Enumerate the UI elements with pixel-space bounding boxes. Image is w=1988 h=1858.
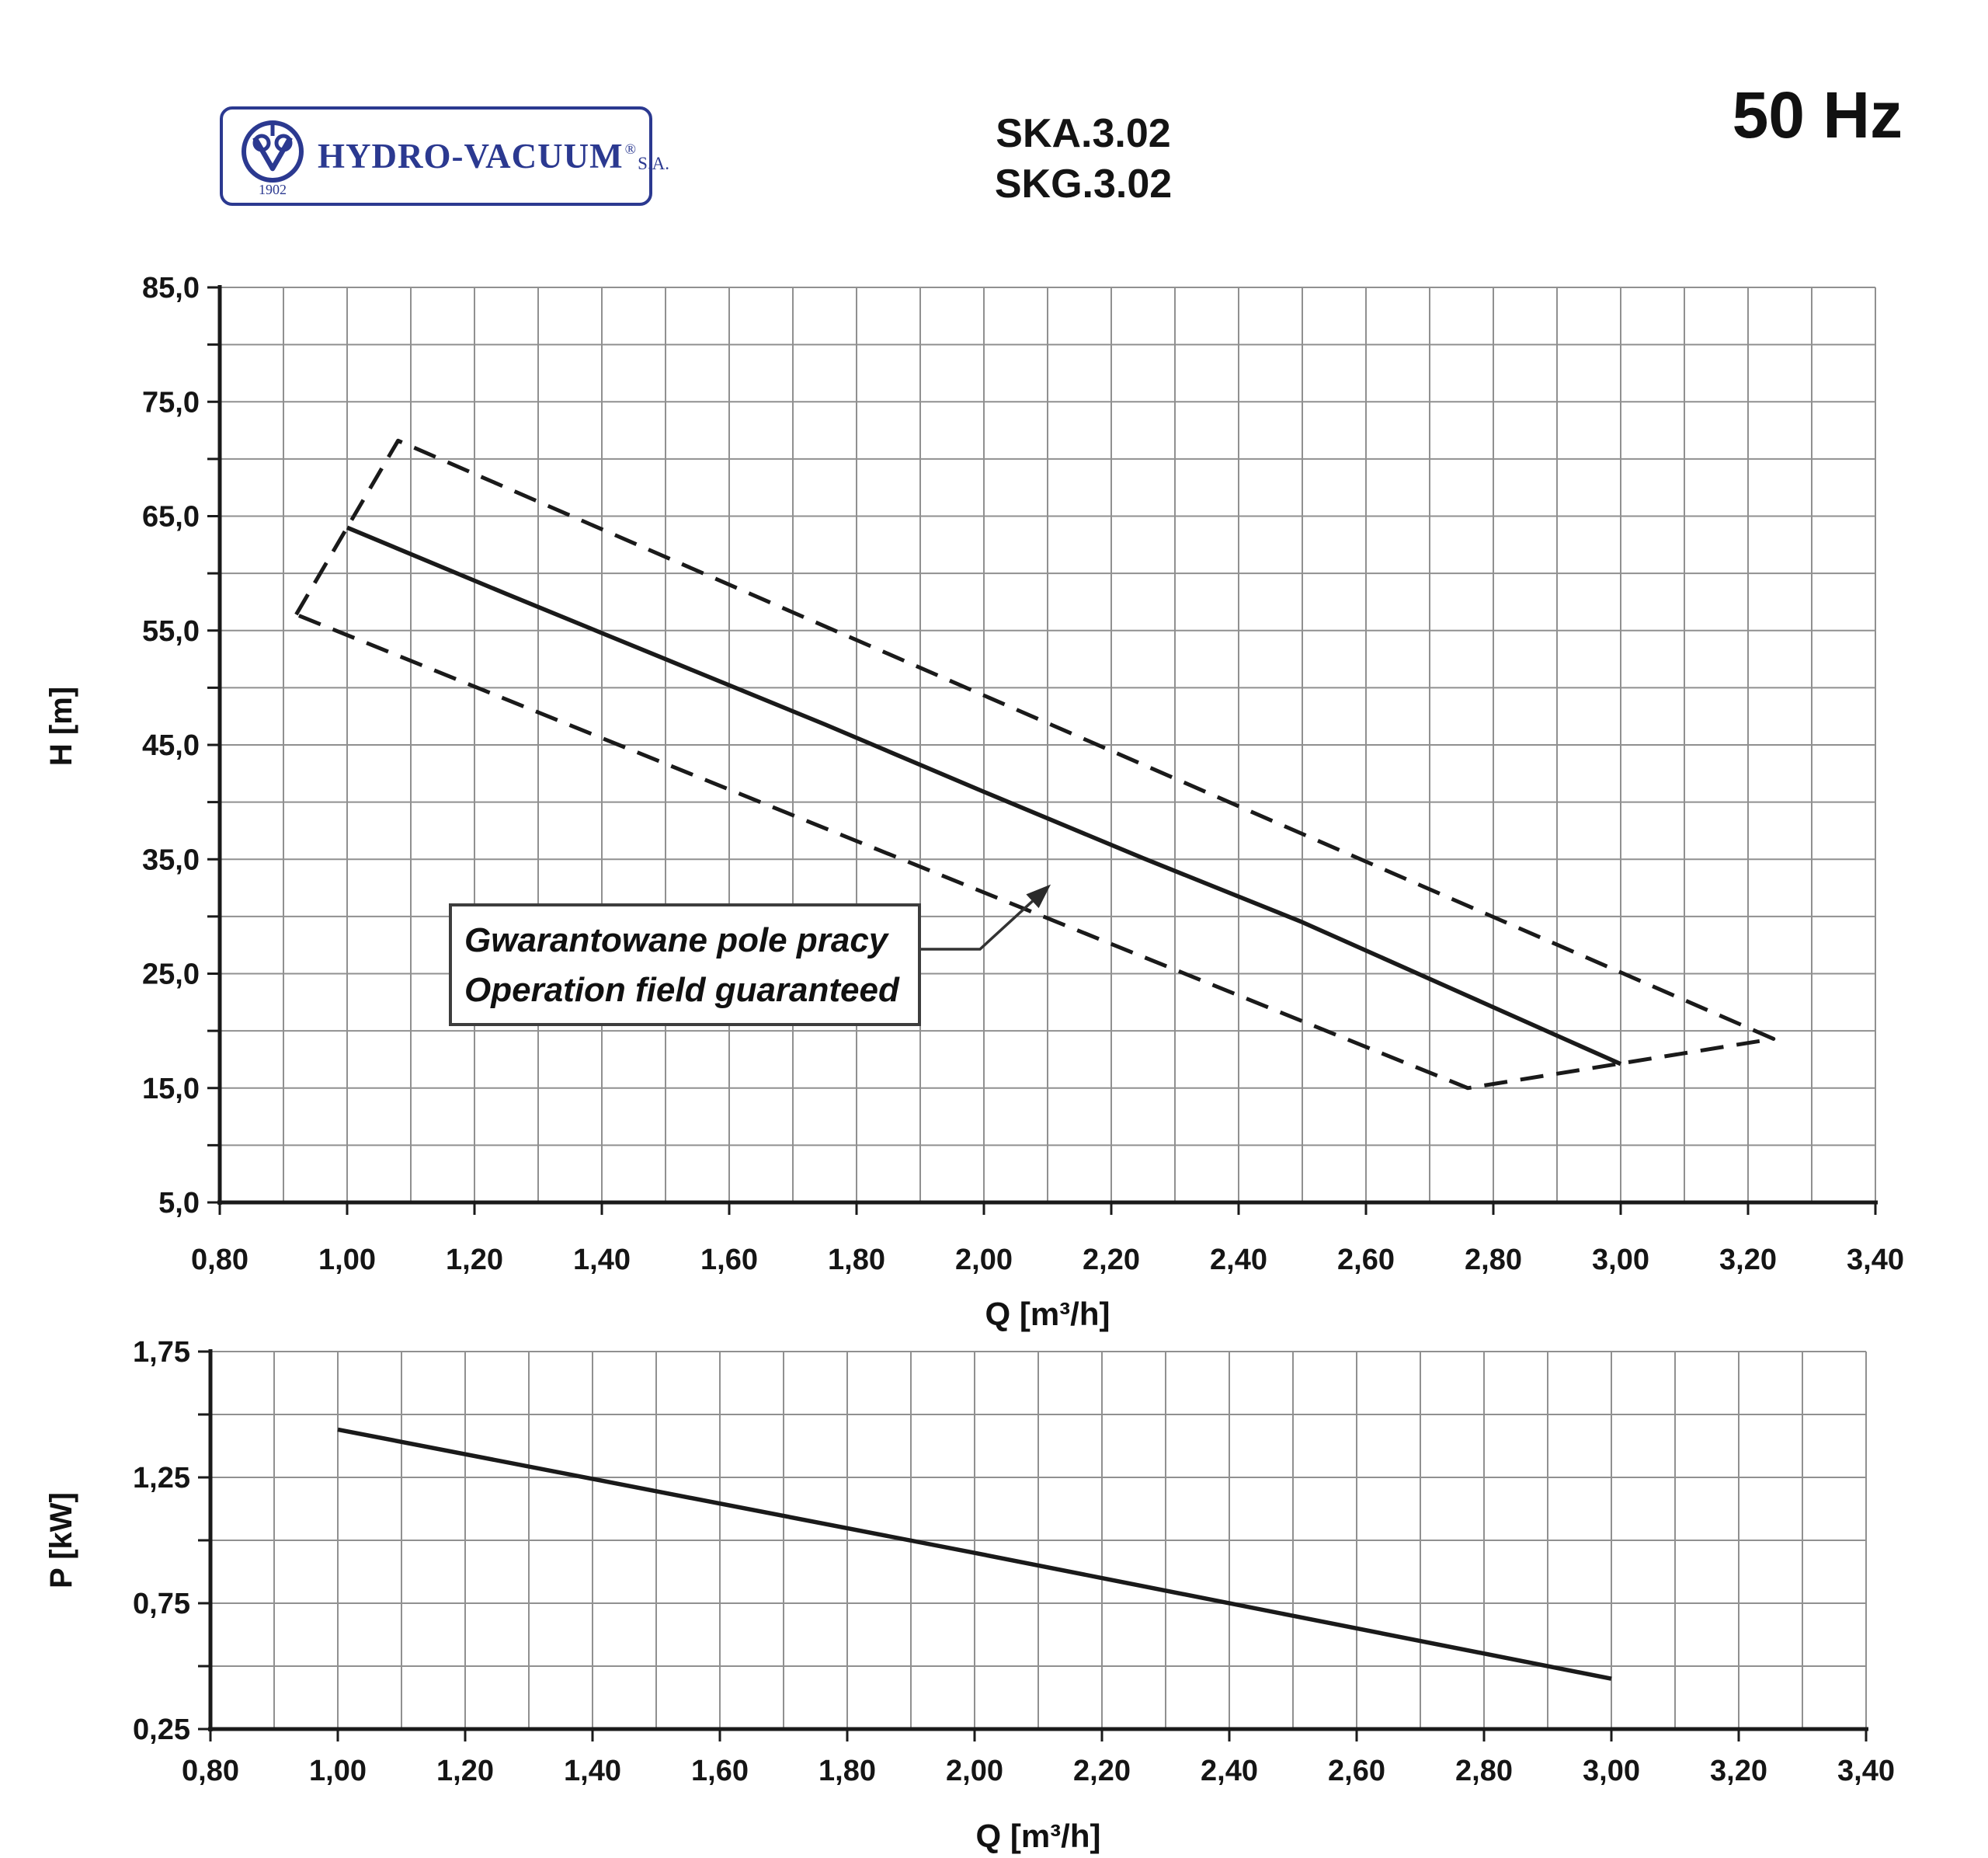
p-q-chart-power-curve	[337, 1427, 1612, 1681]
logo-emblem: 1902	[235, 113, 310, 200]
svg-text:55,0: 55,0	[142, 615, 200, 648]
logo-brand-line: HYDRO-VACUUM ® S.A.	[318, 136, 669, 176]
svg-text:0,25: 0,25	[133, 1714, 190, 1746]
pump-model-title: SKA.3.02 SKG.3.02	[885, 109, 1281, 210]
svg-text:3,00: 3,00	[1583, 1755, 1640, 1787]
h-q-chart-callout-arrow	[921, 884, 1051, 951]
h-q-chart-operation-field-boundary	[294, 438, 1776, 1091]
svg-text:1,40: 1,40	[573, 1244, 631, 1276]
svg-text:1,20: 1,20	[446, 1244, 503, 1276]
svg-text:2,20: 2,20	[1083, 1244, 1140, 1276]
svg-text:1,25: 1,25	[133, 1462, 190, 1494]
p-q-chart-y-axis-title: P [kW]	[44, 1492, 78, 1588]
registered-trademark-icon: ®	[624, 141, 637, 158]
logo-brand-name: HYDRO-VACUUM	[318, 137, 624, 176]
hydro-vacuum-emblem-icon	[242, 120, 304, 183]
logo-established-year: 1902	[259, 182, 287, 197]
svg-text:3,20: 3,20	[1710, 1755, 1767, 1787]
svg-text:0,75: 0,75	[133, 1588, 190, 1620]
svg-text:3,40: 3,40	[1847, 1244, 1904, 1276]
svg-text:1,80: 1,80	[828, 1244, 885, 1276]
h-q-chart-tick-labels: 0,80 1,00 1,20 1,40 1,60 1,80 2,00 2,20 2,40 2,60…	[142, 272, 1904, 1276]
svg-text:45,0: 45,0	[142, 729, 200, 762]
h-q-chart-x-axis-title: Q [m³/h]	[985, 1296, 1110, 1332]
svg-text:1,60: 1,60	[691, 1755, 749, 1787]
svg-text:0,80: 0,80	[182, 1755, 239, 1787]
svg-text:2,60: 2,60	[1337, 1244, 1395, 1276]
hydro-vacuum-logo: 1902 HYDRO-VACUUM ® S.A.	[220, 106, 669, 206]
svg-text:15,0: 15,0	[142, 1073, 200, 1105]
svg-text:2,20: 2,20	[1073, 1755, 1131, 1787]
svg-text:2,00: 2,00	[955, 1244, 1013, 1276]
callout-line-pl: Gwarantowane pole pracy	[464, 921, 888, 959]
p-q-chart-x-axis-title: Q [m³/h]	[976, 1818, 1101, 1854]
p-q-chart-tick-labels: 0,80 1,00 1,20 1,40 1,60 1,80 2,00 2,20 2,40 2,60…	[133, 1336, 1895, 1787]
svg-text:2,40: 2,40	[1210, 1244, 1267, 1276]
frequency-label: 50 Hz	[1732, 78, 1903, 151]
svg-text:1,20: 1,20	[436, 1755, 494, 1787]
h-q-chart-y-axis-title: H [m]	[44, 687, 78, 766]
svg-text:35,0: 35,0	[142, 844, 200, 876]
h-q-chart-tick-marks	[207, 286, 1877, 1215]
svg-text:3,40: 3,40	[1837, 1755, 1895, 1787]
svg-text:1,00: 1,00	[318, 1244, 376, 1276]
svg-text:3,20: 3,20	[1719, 1244, 1777, 1276]
svg-text:2,60: 2,60	[1328, 1755, 1385, 1787]
operation-field-callout: Gwarantowane pole pracy Operation field …	[449, 903, 921, 1026]
p-q-chart-tick-marks	[198, 1350, 1868, 1741]
pump-model-line1: SKA.3.02	[996, 111, 1171, 156]
svg-text:85,0: 85,0	[142, 272, 200, 304]
h-q-chart-gridlines	[219, 287, 1876, 1203]
svg-text:2,00: 2,00	[946, 1755, 1003, 1787]
svg-text:0,80: 0,80	[191, 1244, 248, 1276]
svg-text:1,00: 1,00	[309, 1755, 367, 1787]
svg-text:5,0: 5,0	[158, 1187, 200, 1220]
svg-text:2,40: 2,40	[1201, 1755, 1258, 1787]
svg-text:2,80: 2,80	[1465, 1244, 1522, 1276]
svg-text:2,80: 2,80	[1455, 1755, 1513, 1787]
svg-text:1,60: 1,60	[700, 1244, 758, 1276]
pump-model-line2: SKG.3.02	[994, 162, 1173, 207]
svg-text:3,00: 3,00	[1592, 1244, 1649, 1276]
p-q-chart-axes	[208, 1349, 1868, 1731]
svg-text:25,0: 25,0	[142, 959, 200, 991]
callout-line-en: Operation field guaranteed	[464, 971, 899, 1009]
svg-text:65,0: 65,0	[142, 501, 200, 534]
svg-text:1,75: 1,75	[133, 1336, 190, 1369]
svg-text:1,40: 1,40	[564, 1755, 621, 1787]
svg-text:75,0: 75,0	[142, 386, 200, 419]
logo-company-suffix: S.A.	[638, 154, 669, 173]
p-q-chart-gridlines	[210, 1351, 1867, 1730]
h-q-chart-head-curve	[346, 525, 1622, 1066]
h-q-chart-axes	[217, 285, 1878, 1205]
svg-text:1,80: 1,80	[818, 1755, 876, 1787]
